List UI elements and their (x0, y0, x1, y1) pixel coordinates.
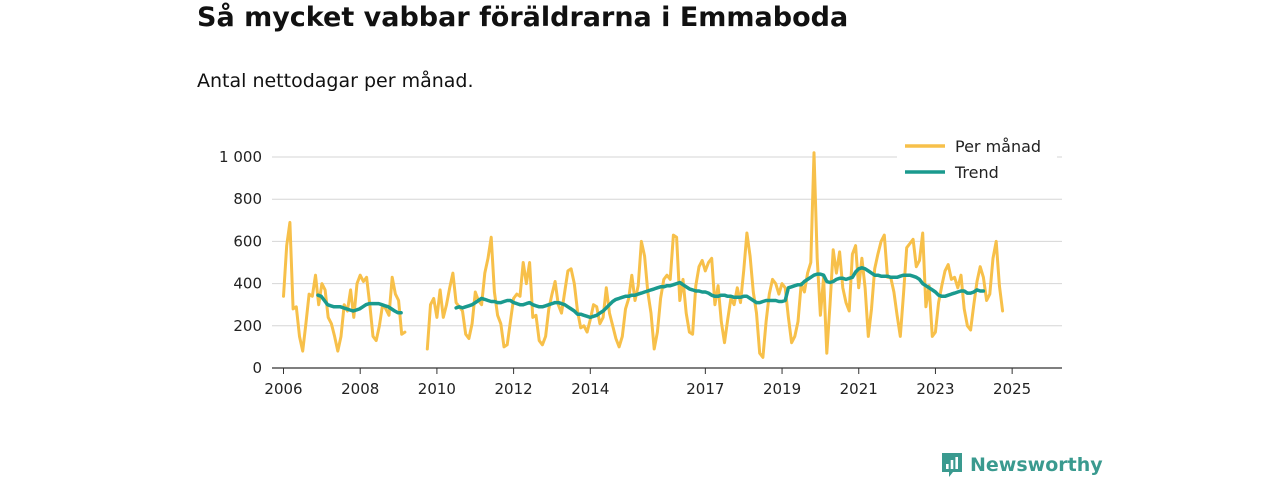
series-layer (282, 151, 1005, 359)
x-tick-label: 2010 (418, 380, 456, 398)
x-tick-label: 2021 (840, 380, 878, 398)
y-tick-label: 0 (252, 359, 262, 377)
x-tick-label: 2017 (686, 380, 724, 398)
brand-name: Newsworthy (970, 454, 1103, 476)
x-tick-label: 2014 (571, 380, 609, 398)
y-axis: 0 200 400 600 800 1 000 (219, 148, 262, 377)
x-tick-label: 2008 (341, 380, 379, 398)
x-tick-label: 2006 (264, 380, 302, 398)
y-tick-label: 200 (233, 317, 262, 335)
series-trend-line (454, 266, 986, 320)
y-tick-label: 400 (233, 275, 262, 293)
chart-subtitle: Antal nettodagar per månad. (197, 70, 474, 92)
y-tick-label: 1 000 (219, 148, 262, 166)
series-trend-line (316, 293, 403, 315)
x-tick-label: 2019 (763, 380, 801, 398)
legend-label-trend: Trend (954, 163, 999, 182)
legend-label-per-manad: Per månad (955, 137, 1041, 156)
chart-title: Så mycket vabbar föräldrarna i Emmaboda (197, 2, 849, 33)
newsworthy-icon (942, 453, 962, 477)
y-tick-label: 800 (233, 190, 262, 208)
x-axis: 2006 2008 2010 2012 2014 2017 2019 2021 2023 2025 (264, 367, 1062, 398)
legend: Per månad Trend (897, 132, 1057, 188)
x-tick-label: 2023 (916, 380, 954, 398)
series-per-manad-line (425, 151, 1005, 359)
brand-logo: Newsworthy (940, 451, 1103, 479)
x-tick-label: 2012 (495, 380, 533, 398)
legend-background (897, 132, 1057, 188)
x-tick-label: 2025 (993, 380, 1031, 398)
y-tick-label: 600 (233, 232, 262, 250)
